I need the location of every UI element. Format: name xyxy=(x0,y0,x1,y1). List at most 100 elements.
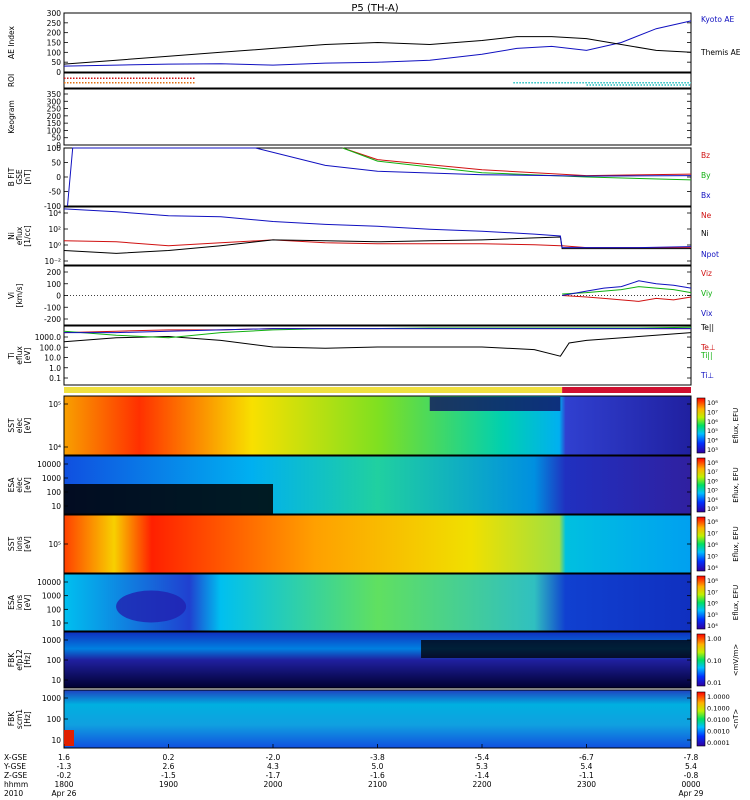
esa-e-colorbar xyxy=(696,457,706,513)
sst-e-colorbar-label: 10⁸ xyxy=(707,399,718,407)
ae-tick-label: 250 xyxy=(47,19,62,28)
axis-value: -5.4 xyxy=(475,753,490,762)
ae-tick-label: 50 xyxy=(51,58,61,67)
axis-value: 4.3 xyxy=(267,762,279,771)
ti-series-0 xyxy=(63,332,692,357)
axis-row-label: 2010 xyxy=(4,789,23,798)
ni-legend-2: Npot xyxy=(701,250,719,259)
ae-legend-0: Kyoto AE xyxy=(701,15,734,24)
sst-e-ylabel: [eV] xyxy=(23,418,32,434)
vi-ylabel: Vi xyxy=(7,292,16,299)
ae-tick-label: 100 xyxy=(47,48,62,57)
ti-panel-frame xyxy=(63,325,692,386)
fbk-b-tick-label: 10 xyxy=(51,736,61,745)
fbk-b-spectrogram xyxy=(64,690,691,748)
ti-legend-0: Te|| xyxy=(700,323,714,332)
axis-value: -1.6 xyxy=(370,771,385,780)
sst-e-colorbar-title: Eflux, EFU xyxy=(732,408,740,443)
sst-i-colorbar-label: 10⁸ xyxy=(707,518,718,526)
esa-e-ylabel: [eV] xyxy=(23,477,32,493)
fbk-b-colorbar-label: 0.0010 xyxy=(707,728,730,736)
esa-i-colorbar-label: 10⁸ xyxy=(707,577,718,585)
roi-ylabel: ROI xyxy=(7,74,16,87)
axis-value: 5.3 xyxy=(476,762,488,771)
esa-e-tick-label: 100 xyxy=(47,488,62,497)
axis-value: -1.7 xyxy=(266,771,281,780)
ni-tick-label: 10⁻² xyxy=(44,257,61,266)
bfit-legend-2: Bx xyxy=(701,191,711,200)
axis-value: -0.2 xyxy=(57,771,72,780)
keogram-panel-frame xyxy=(63,88,692,146)
keogram-tick-label: 100 xyxy=(47,126,62,135)
fbk-b-tick-label: 1000 xyxy=(42,694,61,703)
bfit-tick-label: -50 xyxy=(49,188,61,197)
ni-panel-frame xyxy=(63,206,692,266)
bfit-tick-label: 0 xyxy=(56,173,61,182)
fbk-b-ylabel: scm1 xyxy=(15,709,24,729)
fbk-e-tick-label: 100 xyxy=(47,656,62,665)
fbk-b-colorbar-label: 1.0000 xyxy=(707,693,730,701)
mode-bar-1 xyxy=(562,387,691,393)
axis-value: -0.8 xyxy=(684,771,699,780)
vi-series-2 xyxy=(562,280,692,296)
axis-value: -1.5 xyxy=(161,771,176,780)
axis-value: -1.3 xyxy=(57,762,72,771)
sst-e-ylabel: elec xyxy=(15,418,24,433)
sst-i-colorbar-label: 10⁵ xyxy=(707,553,718,561)
vi-legend-2: Vix xyxy=(701,309,713,318)
vi-ylabel: [km/s] xyxy=(15,283,24,307)
ae-legend-1: Themis AE xyxy=(700,48,741,57)
sst-e-colorbar-label: 10⁴ xyxy=(707,437,718,445)
sst-e-colorbar-label: 10⁵ xyxy=(707,427,718,435)
fbk-b-colorbar-label: 0.0100 xyxy=(707,716,730,724)
esa-i-ylabel: ESA xyxy=(7,594,16,610)
esa-e-dark-region xyxy=(64,484,273,514)
axis-value: 5.0 xyxy=(372,762,384,771)
sst-i-tick-label: 10⁵ xyxy=(48,540,61,549)
sst-e-colorbar-label: 10⁷ xyxy=(707,408,718,416)
sst-e-colorbar-label: 10³ xyxy=(707,446,718,454)
fbk-b-colorbar-label: 0.1000 xyxy=(707,705,730,713)
keogram-tick-label: 200 xyxy=(47,112,62,121)
time-axis: X-GSE 1.6 0.2 -2.0 -3.8 -5.4 -6.7 -7.8 Y-GSE -1.3… xyxy=(3,744,704,798)
ni-legend-1: Ni xyxy=(701,229,709,238)
bfit-tick-label: -100 xyxy=(44,202,61,211)
axis-value: 5.4 xyxy=(685,762,697,771)
fbk-b-ylabel: FBK xyxy=(7,711,16,726)
ti-legend-2: Ti|| xyxy=(700,351,713,360)
ni-tick-label: 10⁴ xyxy=(48,209,61,218)
sst-e-dark-band xyxy=(429,397,561,411)
esa-i-colorbar-label: 10⁴ xyxy=(707,622,718,630)
ae-series-1 xyxy=(63,36,692,65)
axis-value: 1900 xyxy=(159,780,178,789)
vi-tick-label: 100 xyxy=(47,280,62,289)
sst-e-ylabel: SST xyxy=(7,418,16,433)
ni-series-0 xyxy=(63,239,691,249)
ae-ylabel: AE Index xyxy=(7,25,16,58)
esa-e-colorbar-label: 10⁴ xyxy=(707,496,718,504)
sst-i-colorbar-title: Eflux, EFU xyxy=(732,526,740,561)
ti-series-2 xyxy=(63,326,692,339)
roi-panel-frame xyxy=(63,72,692,89)
sst-i-ylabel: [eV] xyxy=(23,536,32,552)
axis-value: 0.2 xyxy=(163,753,175,762)
esa-e-colorbar-title: Eflux, EFU xyxy=(732,467,740,502)
esa-e-colorbar-label: 10⁶ xyxy=(707,477,718,485)
vi-series-1 xyxy=(562,286,692,295)
vi-tick-label: -200 xyxy=(44,315,61,324)
fbk-e-dark-region xyxy=(421,640,691,658)
axis-value: 0000 xyxy=(681,780,700,789)
ti-legend-1: Te⊥ xyxy=(700,343,715,352)
sst-i-spectrogram xyxy=(64,515,691,573)
fbk-b-hot-spot xyxy=(64,730,74,746)
keogram-tick-label: 350 xyxy=(47,90,62,99)
vi-panel-frame xyxy=(63,265,692,326)
fbk-e-ylabel: efp12 xyxy=(15,649,24,671)
ti-tick-label: 1.0 xyxy=(49,364,61,373)
esa-e-colorbar-label: 10⁷ xyxy=(707,468,718,476)
esa-e-tick-label: 1000 xyxy=(42,474,61,483)
fbk-b-colorbar xyxy=(696,691,706,747)
sst-e-spectrogram xyxy=(64,396,691,455)
